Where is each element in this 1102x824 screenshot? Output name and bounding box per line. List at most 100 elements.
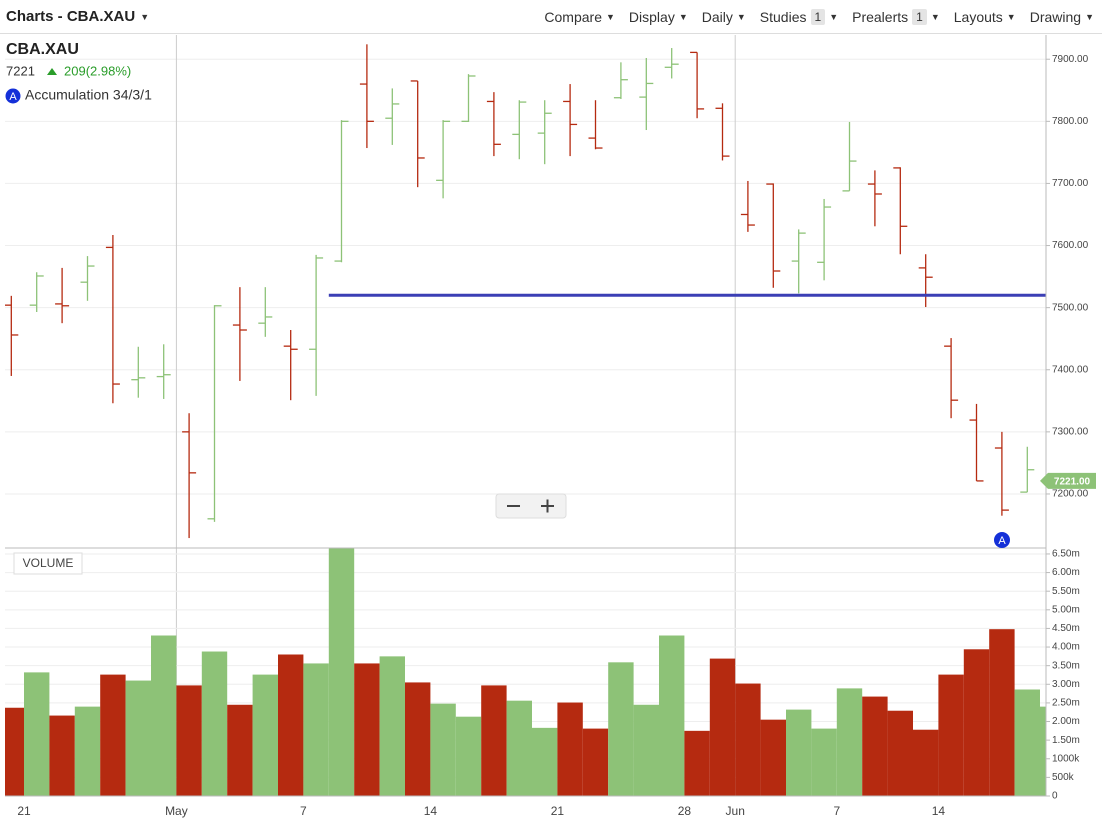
volume-bar (659, 635, 685, 796)
toolbar-item[interactable]: Compare ▼ (544, 9, 615, 25)
study-badge[interactable] (5, 88, 21, 104)
volume-bar (303, 663, 329, 796)
y-tick-label: 2.50m (1052, 698, 1080, 709)
study-marker-text: A (998, 535, 1006, 547)
y-tick-label: 7800.00 (1052, 116, 1089, 127)
volume-bar (328, 548, 355, 796)
volume-bar (201, 651, 228, 796)
volume-bar (379, 656, 405, 796)
volume-bar (151, 635, 177, 796)
toolbar-item[interactable]: Daily ▼ (702, 9, 746, 25)
volume-bar (811, 728, 837, 796)
toolbar-item-label[interactable]: Display (628, 8, 675, 25)
volume-bar (887, 710, 913, 796)
volume-label-box (13, 552, 83, 575)
volume-bar (100, 674, 126, 796)
study-label[interactable]: Accumulation 34/3/1 (25, 87, 152, 103)
volume-bar (557, 702, 583, 796)
volume-bar (74, 706, 101, 796)
volume-bar (49, 715, 75, 796)
y-tick-label: 7600.00 (1052, 240, 1089, 251)
volume-bar (24, 672, 50, 796)
toolbar-item-label[interactable]: Layouts (953, 8, 1003, 25)
volume-bar (582, 728, 609, 796)
volume-bar (989, 629, 1015, 796)
volume-bar (963, 649, 990, 796)
last-price-tag (1040, 472, 1096, 489)
volume-bar (405, 682, 431, 796)
x-tick-label: 7 (833, 804, 840, 818)
toolbar-badge: 1 (810, 8, 826, 25)
toolbar-badge: 1 (912, 8, 927, 25)
caret[interactable]: ▼ (930, 11, 940, 22)
caret[interactable]: ▼ (606, 11, 615, 22)
volume-bar (354, 663, 380, 796)
volume-bar (913, 729, 939, 796)
toolbar-item[interactable]: Display ▼ (629, 9, 688, 25)
last-price-label: 7221.00 (1054, 477, 1091, 488)
y-tick-label: 500k (1052, 772, 1075, 783)
caret[interactable]: ▼ (678, 11, 688, 22)
x-tick-label: Jun (726, 804, 745, 818)
caret[interactable]: ▼ (1006, 11, 1016, 22)
volume-bar (735, 683, 761, 796)
x-tick-label: 28 (678, 804, 692, 818)
x-tick-label: 21 (551, 804, 565, 818)
toolbar-item-label[interactable]: Daily (701, 8, 733, 25)
y-tick-label: 0 (1052, 791, 1058, 802)
toolbar-item-label[interactable]: Drawing (1029, 8, 1082, 25)
y-tick-label: 3.50m (1052, 660, 1080, 671)
up-arrow (47, 68, 57, 75)
volume-bar (532, 727, 558, 796)
volume-bar (633, 704, 659, 796)
y-tick-label: 1.50m (1052, 735, 1080, 746)
toolbar-item-label[interactable]: Studies (759, 8, 807, 25)
x-tick-label: May (165, 804, 188, 818)
toolbar: Charts - CBA.XAU ▼ Compare ▼ Display ▼ Daily ▼… (0, 0, 1102, 34)
toolbar-item[interactable]: Studies 1 ▼ (759, 8, 839, 25)
zoom-controls (495, 493, 567, 519)
x-tick-label: 14 (932, 804, 946, 818)
y-tick-label: 5.50m (1052, 586, 1080, 597)
volume-bar (176, 685, 202, 796)
caret[interactable]: ▼ (736, 11, 746, 22)
y-tick-label: 6.00m (1052, 567, 1080, 578)
y-tick-label: 6.50m (1052, 549, 1080, 560)
y-tick-label: 7500.00 (1052, 302, 1089, 313)
caret[interactable]: ▼ (829, 11, 839, 22)
caret[interactable]: ▼ (1085, 11, 1094, 22)
price-change: 209(2.98%) (64, 63, 131, 78)
y-tick-label: 7900.00 (1052, 54, 1089, 65)
x-tick-label: 7 (300, 804, 307, 818)
overlay: CBA.XAU 7221 209(2.98%) A Accumulation 3… (5, 41, 1010, 575)
y-tick-label: 3.00m (1052, 679, 1080, 690)
toolbar-item[interactable]: Drawing ▼ (1030, 9, 1094, 25)
volume-bar (252, 674, 278, 796)
marks (5, 44, 1046, 796)
volume-bar (227, 704, 253, 796)
toolbar-item[interactable]: Layouts ▼ (954, 9, 1016, 25)
study-marker[interactable] (994, 532, 1010, 548)
symbol: CBA.XAU (6, 41, 79, 58)
volume-bar (786, 709, 812, 796)
study-badge-text: A (9, 91, 17, 103)
y-tick-label: 2.00m (1052, 716, 1080, 727)
y-tick-label: 1000k (1052, 753, 1080, 764)
y-tick-label: 5.00m (1052, 604, 1080, 615)
volume-bar (506, 700, 532, 796)
toolbar-item-label[interactable]: Compare (544, 8, 602, 25)
y-tick-label: 7400.00 (1052, 364, 1089, 375)
y-tick-label: 7300.00 (1052, 427, 1089, 438)
y-tick-label: 7700.00 (1052, 178, 1089, 189)
page-title[interactable]: Charts - CBA.XAU (6, 8, 136, 25)
y-tick-label: 4.00m (1052, 642, 1080, 653)
volume-bar (455, 716, 482, 796)
volume-bar (836, 688, 863, 796)
toolbar-item-label[interactable]: Prealerts (852, 8, 909, 25)
caret[interactable]: ▼ (140, 11, 150, 22)
volume-bar (938, 674, 964, 796)
toolbar-item[interactable]: Prealerts 1 ▼ (852, 8, 940, 25)
volume-bar (430, 703, 456, 796)
